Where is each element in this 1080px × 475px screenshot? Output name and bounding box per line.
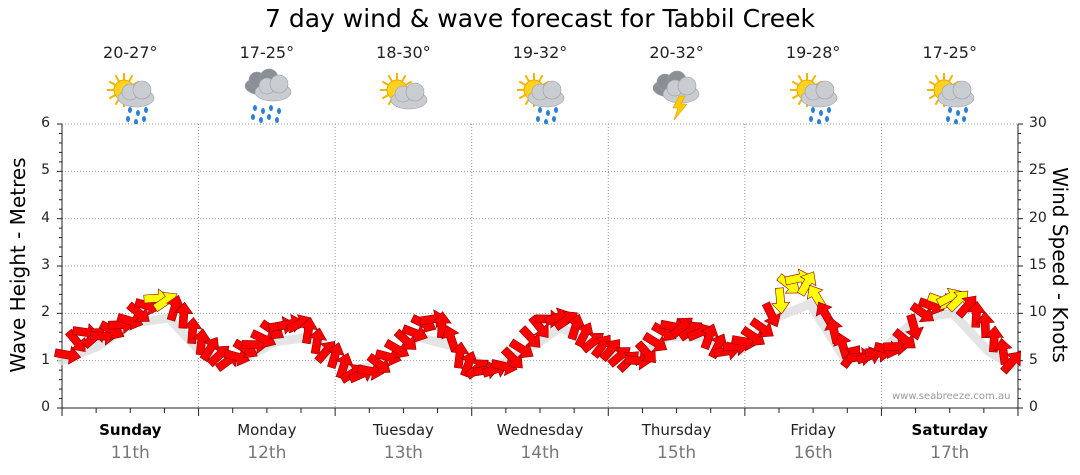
temperature-range: 20-27° xyxy=(103,43,158,62)
wind-arrow xyxy=(374,348,402,367)
wind-arrow xyxy=(518,325,541,348)
wind-arrow xyxy=(54,345,82,365)
y-right-tick-label: 30 xyxy=(1029,115,1047,131)
date-label: 12th xyxy=(247,443,287,463)
wind-arrow xyxy=(642,332,668,352)
wind-arrow xyxy=(528,314,549,338)
wind-arrow xyxy=(761,301,782,328)
wind-arrow xyxy=(508,338,534,359)
temperature-range: 18-30° xyxy=(376,43,431,62)
temperature-range: 19-28° xyxy=(785,43,841,62)
y-right-tick-label: 25 xyxy=(1029,162,1047,179)
wind-arrow xyxy=(299,317,319,345)
date-label: 13th xyxy=(383,443,423,463)
day-label: Wednesday xyxy=(496,421,584,439)
date-label: 11th xyxy=(110,443,150,463)
y-right-tick-label: 15 xyxy=(1029,257,1047,273)
y-left-tick-label: 0 xyxy=(41,399,50,415)
rain-icon xyxy=(237,66,297,124)
day-label: Friday xyxy=(790,421,836,439)
wind-arrow xyxy=(64,328,86,353)
wind-arrow xyxy=(166,294,185,322)
y-left-tick-label: 3 xyxy=(41,257,50,273)
wind-arrow xyxy=(366,353,391,374)
y-right-tick-label: 20 xyxy=(1029,209,1047,226)
sun-cloud-icon xyxy=(373,66,433,124)
wind-arrow xyxy=(116,312,144,331)
wind-arrow xyxy=(490,357,518,377)
y-left-tick-label: 2 xyxy=(41,304,50,321)
wind-arrow xyxy=(634,340,656,364)
y-right-tick-label: 10 xyxy=(1029,304,1047,321)
day-label: Thursday xyxy=(641,421,712,439)
sun-cloud-showers-icon xyxy=(920,66,980,125)
sun-cloud-showers-icon xyxy=(100,66,160,125)
wind-arrow xyxy=(126,301,150,322)
wind-arrow xyxy=(393,328,417,350)
wind-arrow xyxy=(892,328,916,349)
wind-arrow xyxy=(771,287,791,315)
date-label: 16th xyxy=(793,443,833,463)
wind-arrow xyxy=(599,339,621,363)
day-label: Saturday xyxy=(911,421,988,439)
wind-arrow xyxy=(749,317,774,338)
wind-arrow xyxy=(308,327,328,355)
y-right-tick-label: 5 xyxy=(1029,351,1038,368)
y-left-tick-label: 5 xyxy=(41,162,50,179)
sun-cloud-showers-icon xyxy=(783,66,843,125)
wind-arrow xyxy=(383,338,410,359)
date-label: 17th xyxy=(930,443,970,463)
date-label: 15th xyxy=(657,443,697,463)
y-left-tick-label: 4 xyxy=(41,209,50,226)
day-label: Tuesday xyxy=(372,421,434,439)
thunderstorm-icon xyxy=(647,66,707,124)
temperature-range: 19-32° xyxy=(512,43,568,62)
wind-arrow xyxy=(905,313,924,341)
wind-arrow xyxy=(326,342,345,369)
wind-arrow xyxy=(223,348,251,367)
day-label: Sunday xyxy=(99,421,162,439)
wind-arrow xyxy=(566,313,586,341)
sun-cloud-showers-icon xyxy=(510,66,570,125)
wind-arrow xyxy=(450,341,470,369)
wind-arrow xyxy=(1000,351,1021,375)
wind-arrow xyxy=(966,300,987,328)
wind-arrow xyxy=(500,346,523,369)
date-label: 14th xyxy=(520,443,560,463)
temperature-range: 20-32° xyxy=(649,43,704,62)
wind-arrow xyxy=(909,302,935,323)
day-label: Monday xyxy=(237,421,297,439)
y-right-tick-label: 0 xyxy=(1029,399,1038,415)
wind-arrow xyxy=(183,316,203,344)
wind-arrow xyxy=(796,271,817,297)
watermark: www.seabreeze.com.au xyxy=(892,391,1011,402)
wind-arrow xyxy=(401,324,428,343)
y-left-tick-label: 6 xyxy=(41,115,50,131)
wind-arrow xyxy=(700,323,719,351)
wind-arrow xyxy=(250,329,277,349)
wind-arrow xyxy=(199,336,220,362)
temperature-range: 17-25° xyxy=(922,43,977,62)
wind-arrow xyxy=(740,325,765,346)
chart-title: 7 day wind & wave forecast for Tabbil Cr… xyxy=(265,4,815,33)
y-left-tick-label: 1 xyxy=(41,351,50,368)
temperature-range: 17-25° xyxy=(239,43,295,62)
